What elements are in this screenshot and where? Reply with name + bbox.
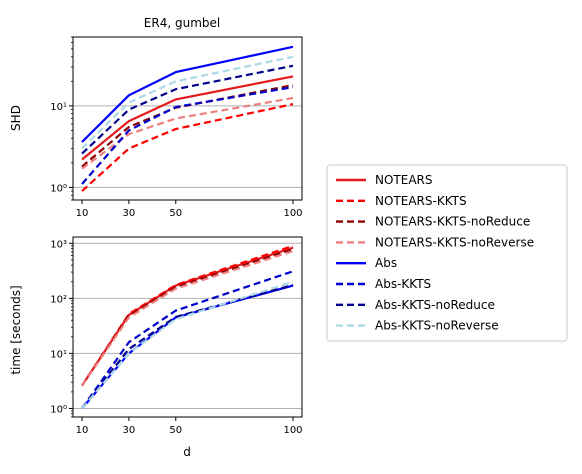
axes-frame-time xyxy=(72,236,303,418)
series-line-abs-kkts-noreverse xyxy=(81,55,294,150)
axes-frame-shd xyxy=(72,36,303,201)
series-group-shd xyxy=(81,45,294,192)
series-line-abs xyxy=(81,284,294,410)
y-tick-label: 10¹ xyxy=(50,102,67,113)
x-tick-label: 30 xyxy=(123,425,136,436)
x-tick-label: 30 xyxy=(123,208,136,219)
series-line-abs xyxy=(81,45,294,143)
series-line-abs-kkts-noreduce xyxy=(81,64,294,155)
x-tick-label: 50 xyxy=(169,425,182,436)
panel-shd: SHD 10⁰ 10¹ 10 30 50 100 xyxy=(9,36,303,219)
series-line-notears-kkts-noreverse xyxy=(81,96,294,170)
y-tick-label: 10¹ xyxy=(50,349,67,360)
legend-label: NOTEARS xyxy=(375,173,433,187)
chart-title: ER4, gumbel xyxy=(144,16,220,30)
y-tick-label: 10⁰ xyxy=(50,404,67,415)
series-line-abs-kkts-noreduce xyxy=(81,283,294,410)
y-tick-label: 10² xyxy=(50,294,67,305)
legend-label: NOTEARS-KKTS-noReverse xyxy=(375,235,534,249)
panel-time: time [seconds] 10⁰ 10¹ 10² 10³ 10 30 50 100 xyxy=(9,236,303,436)
legend-items: NOTEARS NOTEARS-KKTS NOTEARS-KKTS-noReduce… xyxy=(336,173,534,333)
series-group-time xyxy=(81,244,294,410)
y-tick-label: 10⁰ xyxy=(50,183,67,194)
grid-time xyxy=(73,242,302,409)
series-line-notears-kkts-noreverse xyxy=(81,250,294,387)
series-line-abs-kkts-noreverse xyxy=(81,280,294,410)
legend-label: NOTEARS-KKTS-noReduce xyxy=(375,215,530,229)
series-line-notears xyxy=(81,75,294,161)
series-line-notears xyxy=(81,246,294,387)
legend-box xyxy=(326,164,568,342)
legend-label: Abs-KKTS-noReduce xyxy=(375,298,495,312)
y-tick-label: 10³ xyxy=(50,239,67,250)
legend-label: Abs-KKTS xyxy=(375,277,431,291)
y-axis-label-shd: SHD xyxy=(9,105,23,131)
axes-ticks-time: 10⁰ 10¹ 10² 10³ 10 30 50 100 xyxy=(50,239,302,436)
legend: NOTEARS NOTEARS-KKTS NOTEARS-KKTS-noReduce… xyxy=(326,164,568,342)
series-line-notears-kkts-noreduce xyxy=(81,248,294,387)
series-line-notears-kkts xyxy=(81,103,294,192)
x-tick-label: 100 xyxy=(283,425,302,436)
x-axis-label: d xyxy=(183,445,191,459)
series-line-notears-kkts xyxy=(81,244,294,387)
series-line-abs-kkts xyxy=(81,270,294,410)
series-line-notears-kkts-noreduce xyxy=(81,84,294,168)
x-tick-label: 50 xyxy=(169,208,182,219)
x-tick-label: 10 xyxy=(76,425,89,436)
legend-label: Abs xyxy=(375,256,397,270)
legend-label: Abs-KKTS-noReverse xyxy=(375,319,499,333)
legend-label: NOTEARS-KKTS xyxy=(375,194,467,208)
series-line-abs-kkts xyxy=(81,86,294,185)
x-tick-label: 100 xyxy=(283,208,302,219)
y-axis-label-time: time [seconds] xyxy=(9,285,23,374)
x-tick-label: 10 xyxy=(76,208,89,219)
